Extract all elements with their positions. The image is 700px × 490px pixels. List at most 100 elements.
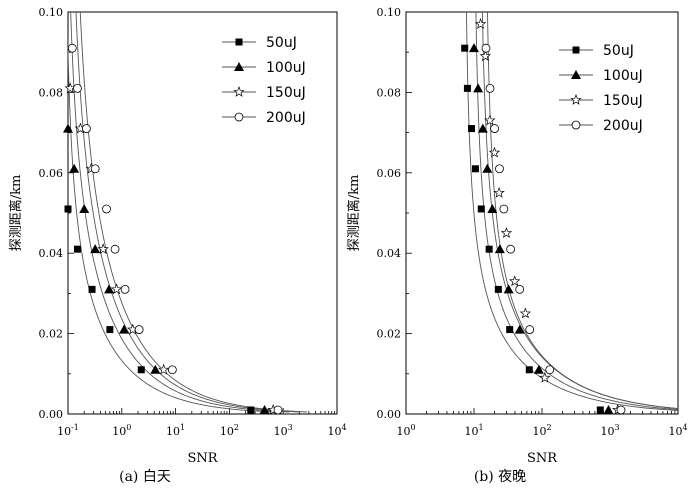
y-tick-label: 0.08: [377, 86, 402, 99]
data-point-200uJ: [91, 165, 99, 173]
x-tick-label: 102: [220, 423, 239, 438]
y-axis-title: 探测距离/km: [346, 175, 362, 252]
y-tick-label: 0.08: [39, 86, 64, 99]
data-point-200uJ: [68, 44, 76, 52]
data-point-50uJ: [138, 366, 145, 373]
x-tick-label: 100: [112, 423, 131, 438]
data-point-50uJ: [461, 45, 468, 52]
data-point-100uJ: [119, 325, 129, 334]
y-tick-label: 0.00: [39, 408, 64, 421]
legend-label-100uJ: 100uJ: [603, 68, 643, 84]
x-tick-label: 103: [600, 423, 619, 438]
y-tick-label: 0.10: [377, 6, 402, 19]
data-point-150uJ: [502, 228, 512, 237]
legend-marker-150uJ: [234, 87, 244, 96]
data-point-100uJ: [482, 164, 492, 173]
data-point-200uJ: [617, 406, 625, 414]
series-curve-150uJ: [482, 12, 700, 412]
data-point-200uJ: [526, 326, 534, 334]
y-axis-title: 探测距离/km: [8, 175, 24, 252]
data-point-50uJ: [74, 246, 81, 253]
data-point-200uJ: [103, 205, 111, 213]
legend-label-200uJ: 200uJ: [603, 118, 643, 134]
x-tick-label: 101: [464, 423, 483, 438]
data-point-100uJ: [534, 365, 544, 374]
data-point-200uJ: [274, 406, 282, 414]
x-axis-title: SNR: [527, 451, 558, 466]
panel-caption: (b) 夜晚: [474, 469, 526, 485]
legend-marker-100uJ: [234, 62, 244, 71]
x-tick-label: 102: [532, 423, 551, 438]
y-tick-label: 0.04: [39, 247, 64, 260]
data-point-100uJ: [104, 284, 114, 293]
chart-panel-1: 10-1 100 101 102 103 104 0.00 0.02 0.04 0.06 0.08 0…: [8, 6, 347, 485]
data-point-200uJ: [111, 245, 119, 253]
legend-marker-200uJ: [235, 113, 243, 121]
legend-marker-200uJ: [572, 121, 580, 129]
data-point-50uJ: [486, 246, 493, 253]
data-point-50uJ: [65, 205, 72, 212]
data-point-50uJ: [464, 85, 471, 92]
data-point-200uJ: [486, 84, 494, 92]
data-point-100uJ: [79, 204, 89, 213]
x-tick-label: 104: [327, 423, 346, 438]
data-point-150uJ: [159, 365, 169, 374]
series-curve-50uJ: [67, 12, 273, 412]
legend-marker-150uJ: [571, 95, 581, 104]
y-tick-label: 0.00: [377, 408, 402, 421]
y-tick-label: 0.10: [39, 6, 64, 19]
legend-marker-50uJ: [573, 47, 580, 54]
x-tick-label: 100: [396, 423, 415, 438]
data-point-50uJ: [247, 406, 254, 413]
data-point-100uJ: [603, 405, 613, 414]
data-point-100uJ: [69, 164, 79, 173]
data-point-50uJ: [89, 286, 96, 293]
y-tick-label: 0.02: [39, 328, 64, 341]
x-tick-label: 101: [166, 423, 185, 438]
data-point-100uJ: [515, 325, 525, 334]
data-point-200uJ: [121, 285, 129, 293]
data-point-200uJ: [500, 205, 508, 213]
data-point-200uJ: [546, 366, 554, 374]
data-point-200uJ: [491, 125, 499, 133]
panel-caption: (a) 白天: [119, 469, 171, 485]
data-point-150uJ: [540, 373, 550, 382]
data-point-50uJ: [478, 205, 485, 212]
data-point-100uJ: [63, 124, 73, 133]
data-point-50uJ: [526, 366, 533, 373]
x-tick-label: 103: [274, 423, 293, 438]
data-point-150uJ: [494, 188, 504, 197]
legend-label-150uJ: 150uJ: [603, 93, 643, 109]
legend-marker-50uJ: [236, 39, 243, 46]
data-point-50uJ: [495, 286, 502, 293]
legend-label-150uJ: 150uJ: [266, 85, 306, 101]
x-tick-label: 10-1: [57, 423, 79, 438]
series-curve-200uJ: [488, 12, 700, 412]
data-point-200uJ: [516, 285, 524, 293]
data-point-50uJ: [468, 125, 475, 132]
y-tick-label: 0.06: [39, 167, 64, 180]
data-point-200uJ: [135, 326, 143, 334]
data-point-200uJ: [82, 125, 90, 133]
data-point-100uJ: [469, 43, 479, 52]
data-point-200uJ: [482, 44, 490, 52]
data-point-200uJ: [73, 84, 81, 92]
legend-label-200uJ: 200uJ: [266, 110, 306, 126]
data-point-150uJ: [476, 19, 486, 28]
legend-marker-100uJ: [571, 70, 581, 79]
x-tick-label: 104: [668, 423, 687, 438]
data-point-50uJ: [597, 406, 604, 413]
data-point-150uJ: [521, 309, 531, 318]
data-point-200uJ: [507, 245, 515, 253]
y-tick-label: 0.04: [377, 247, 402, 260]
data-point-50uJ: [106, 326, 113, 333]
data-point-100uJ: [473, 83, 483, 92]
data-point-50uJ: [506, 326, 513, 333]
data-point-150uJ: [510, 276, 520, 285]
legend-label-50uJ: 50uJ: [603, 43, 634, 59]
x-axis-title: SNR: [187, 451, 218, 466]
data-point-150uJ: [485, 116, 495, 125]
y-tick-label: 0.06: [377, 167, 402, 180]
